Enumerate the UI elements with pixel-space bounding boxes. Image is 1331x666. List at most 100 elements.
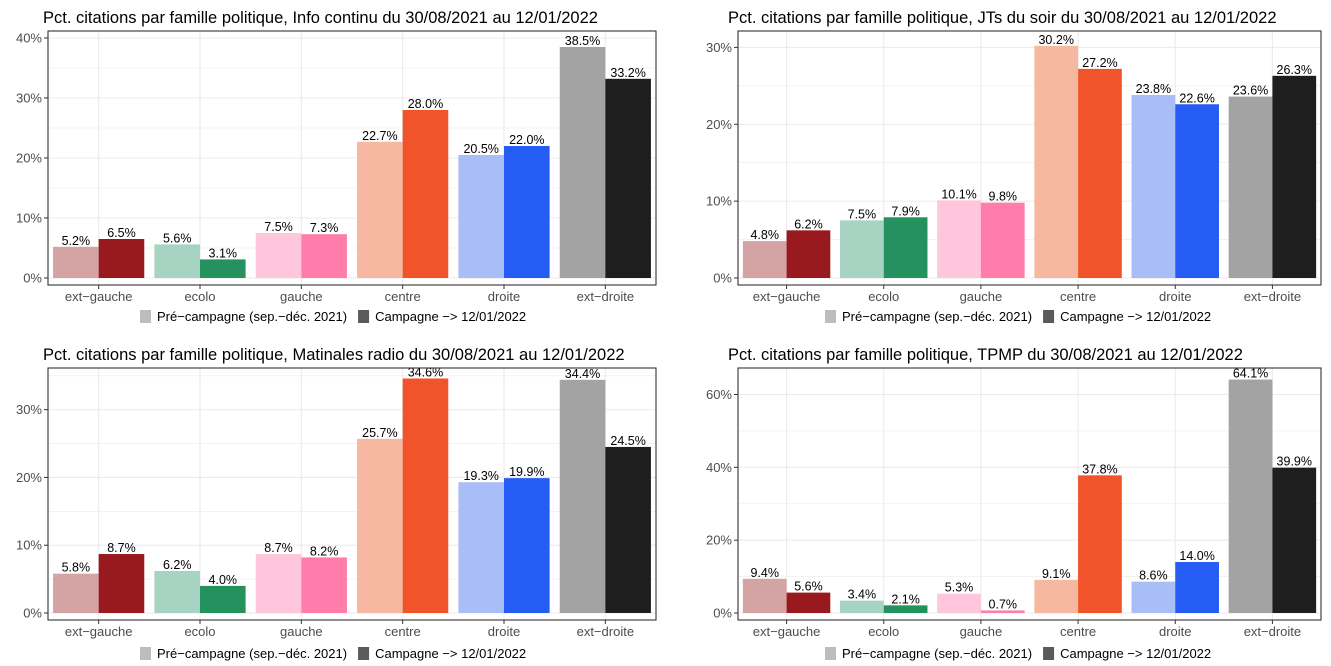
y-tick-label: 30% bbox=[706, 40, 732, 55]
bar-campagne-6 bbox=[1272, 75, 1317, 278]
data-label: 10.1% bbox=[941, 187, 976, 201]
bar-campagne-2 bbox=[883, 217, 928, 278]
bar-pre-campagne-5 bbox=[1131, 581, 1176, 613]
data-label: 30.2% bbox=[1038, 33, 1073, 47]
legend: Pré−campagne (sep.−déc. 2021) Campagne −>… bbox=[140, 309, 526, 324]
data-label: 34.6% bbox=[408, 365, 443, 379]
plot-border bbox=[737, 30, 1322, 286]
legend: Pré−campagne (sep.−déc. 2021) Campagne −>… bbox=[140, 646, 526, 661]
x-tick-label: droite bbox=[1159, 624, 1192, 639]
data-label: 7.5% bbox=[848, 207, 877, 221]
data-label: 33.2% bbox=[610, 66, 645, 80]
x-tick-label: gauche bbox=[960, 289, 1003, 304]
bar-campagne-1 bbox=[786, 592, 831, 613]
bar-pre-campagne-4 bbox=[1034, 45, 1079, 279]
x-tick-label: centre bbox=[385, 289, 421, 304]
bar-campagne-2 bbox=[883, 605, 928, 613]
legend-key-campagne bbox=[1043, 647, 1055, 660]
bar-pre-campagne-1 bbox=[53, 246, 99, 278]
x-tick-label: centre bbox=[1060, 289, 1096, 304]
data-label: 39.9% bbox=[1277, 455, 1312, 469]
data-label: 22.0% bbox=[509, 133, 544, 147]
bar-pre-campagne-4 bbox=[357, 438, 403, 613]
legend-label-campagne: Campagne −> 12/01/2022 bbox=[375, 309, 526, 324]
legend-key-pre-campagne bbox=[825, 310, 836, 323]
y-tick-label: 30% bbox=[16, 91, 42, 106]
data-label: 9.4% bbox=[750, 566, 779, 580]
chart-title: Pct. citations par famille politique, Ma… bbox=[43, 346, 625, 364]
bar-pre-campagne-2 bbox=[840, 600, 884, 613]
bar-campagne-6 bbox=[605, 446, 651, 613]
data-label: 28.0% bbox=[408, 97, 443, 111]
legend-label-pre-campagne: Pré−campagne (sep.−déc. 2021) bbox=[842, 309, 1032, 324]
legend-key-pre-campagne bbox=[140, 647, 151, 660]
data-label: 26.3% bbox=[1277, 63, 1312, 77]
x-tick-label: ext−gauche bbox=[753, 624, 821, 639]
bar-campagne-2 bbox=[200, 259, 246, 278]
legend: Pré−campagne (sep.−déc. 2021) Campagne −>… bbox=[825, 646, 1211, 661]
data-label: 7.9% bbox=[891, 204, 920, 218]
data-label: 19.3% bbox=[463, 469, 498, 483]
y-tick-label: 20% bbox=[706, 117, 732, 132]
y-tick-label: 40% bbox=[706, 460, 732, 475]
data-label: 25.7% bbox=[362, 426, 397, 440]
x-tick-label: ext−gauche bbox=[753, 289, 821, 304]
legend-key-campagne bbox=[358, 647, 370, 660]
x-tick-label: centre bbox=[1060, 624, 1096, 639]
y-tick-label: 10% bbox=[706, 194, 732, 209]
bar-campagne-4 bbox=[402, 110, 449, 278]
y-tick-label: 0% bbox=[23, 271, 42, 286]
bar-campagne-3 bbox=[301, 557, 347, 613]
data-label: 5.2% bbox=[62, 234, 91, 248]
chart-panel-1: 0% 10% 20% 30% 40% 5.2% 6.5% ext−gauche 5.6% 3.1%… bbox=[16, 9, 657, 324]
chart-panel-3: 0% 10% 20% 30% 5.8% 8.7% ext−gauche 6.2% 4.0% eco… bbox=[16, 346, 657, 661]
legend-key-campagne bbox=[1043, 310, 1055, 323]
chart-title: Pct. citations par famille politique, TP… bbox=[728, 346, 1243, 364]
legend: Pré−campagne (sep.−déc. 2021) Campagne −>… bbox=[825, 309, 1211, 324]
bar-campagne-1 bbox=[98, 239, 145, 278]
x-tick-label: droite bbox=[488, 624, 521, 639]
chart-panel-2: 0% 10% 20% 30% 4.8% 6.2% ext−gauche 7.5% 7.9% eco… bbox=[706, 9, 1322, 324]
x-tick-label: ext−gauche bbox=[65, 624, 133, 639]
bar-pre-campagne-6 bbox=[1228, 379, 1273, 613]
bar-pre-campagne-5 bbox=[458, 482, 504, 613]
data-label: 6.2% bbox=[163, 558, 192, 572]
bar-campagne-5 bbox=[1175, 104, 1219, 278]
legend-label-pre-campagne: Pré−campagne (sep.−déc. 2021) bbox=[842, 646, 1032, 661]
bar-pre-campagne-6 bbox=[559, 379, 606, 613]
data-label: 19.9% bbox=[509, 465, 544, 479]
bar-campagne-3 bbox=[980, 202, 1025, 278]
bar-campagne-3 bbox=[301, 234, 347, 278]
bar-pre-campagne-1 bbox=[742, 241, 787, 278]
plot-border bbox=[737, 367, 1322, 621]
x-tick-label: droite bbox=[1159, 289, 1192, 304]
data-label: 24.5% bbox=[610, 434, 645, 448]
data-label: 5.6% bbox=[794, 580, 823, 594]
data-label: 22.6% bbox=[1179, 91, 1214, 105]
x-tick-label: ecolo bbox=[868, 624, 899, 639]
bar-pre-campagne-5 bbox=[1131, 95, 1176, 278]
bar-pre-campagne-6 bbox=[559, 47, 606, 278]
bar-pre-campagne-1 bbox=[53, 573, 99, 613]
y-tick-label: 0% bbox=[23, 606, 42, 621]
bar-campagne-4 bbox=[402, 378, 449, 613]
y-tick-label: 40% bbox=[16, 31, 42, 46]
legend-label-campagne: Campagne −> 12/01/2022 bbox=[1060, 646, 1211, 661]
plot-border bbox=[47, 30, 657, 286]
bar-pre-campagne-3 bbox=[937, 593, 981, 613]
bar-pre-campagne-3 bbox=[255, 233, 302, 278]
bar-pre-campagne-4 bbox=[357, 141, 403, 278]
data-label: 23.6% bbox=[1233, 84, 1268, 98]
plot-background bbox=[738, 31, 1321, 285]
legend-key-pre-campagne bbox=[825, 647, 836, 660]
data-label: 14.0% bbox=[1179, 549, 1214, 563]
x-tick-label: ecolo bbox=[868, 289, 899, 304]
data-label: 27.2% bbox=[1082, 56, 1117, 70]
data-label: 34.4% bbox=[565, 367, 600, 381]
x-tick-label: droite bbox=[488, 289, 521, 304]
bar-campagne-1 bbox=[98, 554, 145, 613]
data-label: 8.7% bbox=[107, 541, 136, 555]
data-label: 64.1% bbox=[1233, 367, 1268, 381]
